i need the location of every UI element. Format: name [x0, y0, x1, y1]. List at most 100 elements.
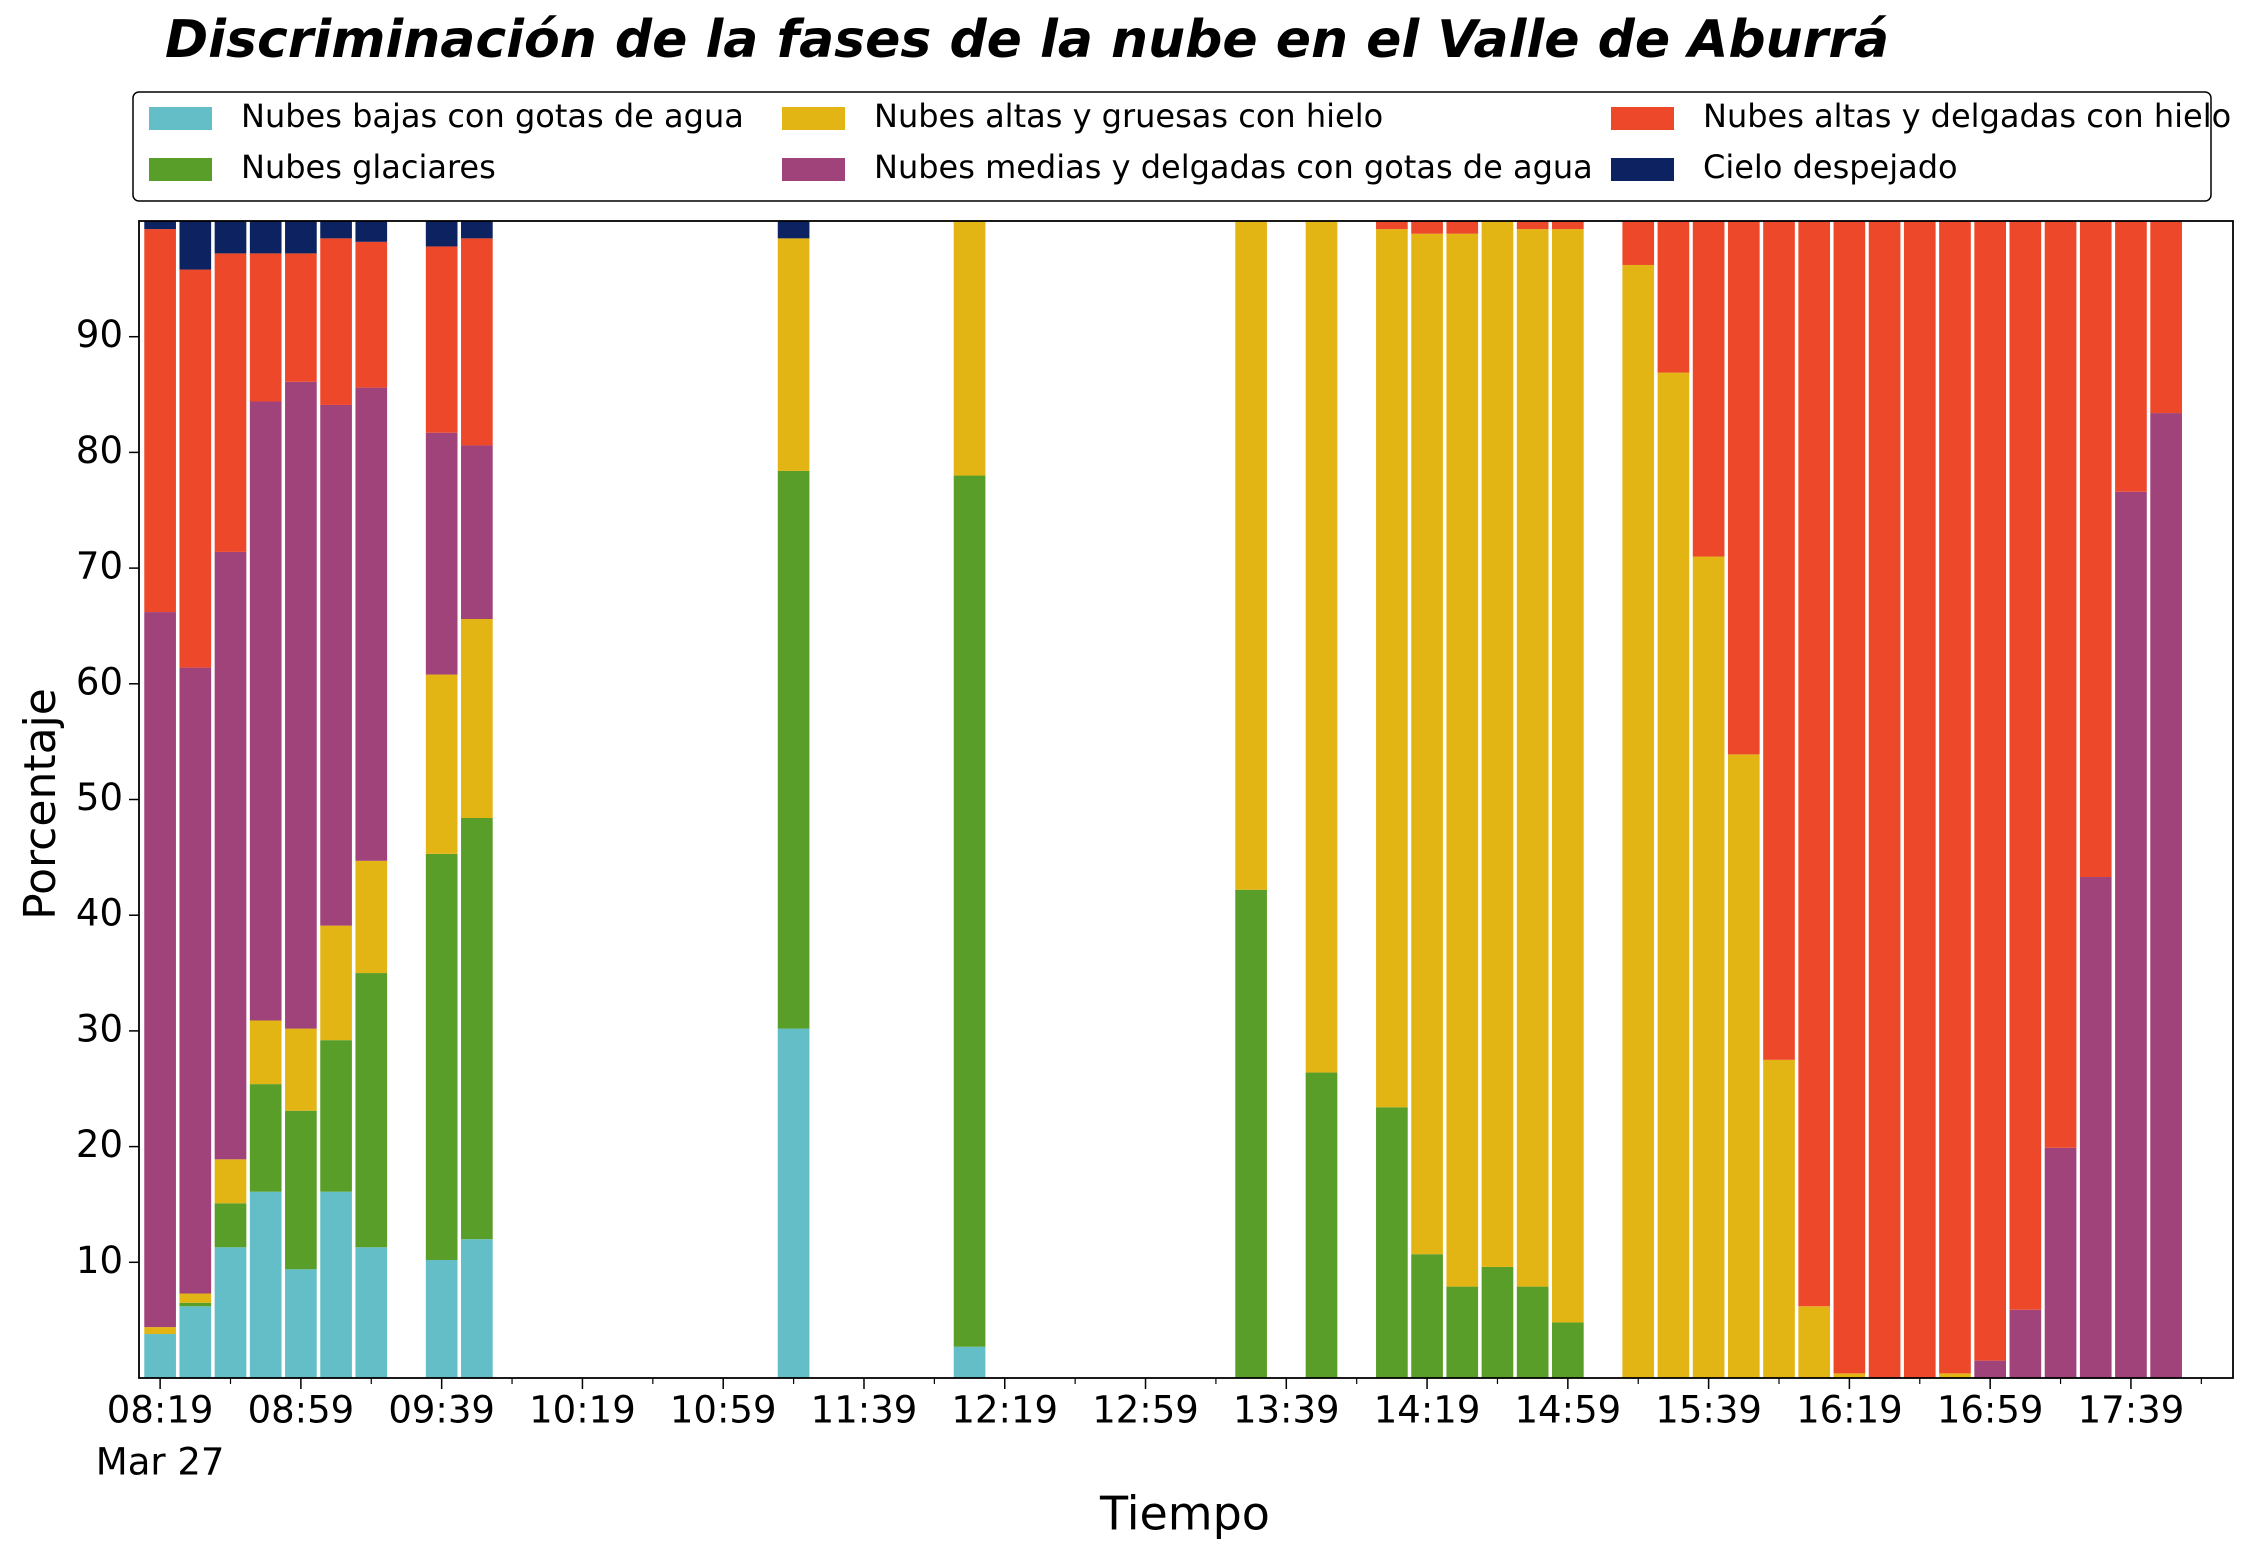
bar-segment	[425, 1259, 458, 1378]
x-tick-label: 10:19	[529, 1389, 636, 1432]
bar-segment	[953, 221, 986, 476]
bar-segment	[144, 221, 176, 230]
bar-segment	[1446, 1286, 1479, 1378]
bar-segment	[1376, 229, 1408, 1108]
bar-segment	[425, 674, 458, 854]
bar-segment	[249, 221, 282, 254]
bar-segment	[1235, 889, 1267, 1378]
bar-segment	[285, 253, 317, 382]
legend-swatch	[782, 158, 845, 181]
bar-segment	[1833, 221, 1866, 1374]
x-tick-label: 15:39	[1655, 1389, 1762, 1432]
bar-segment	[777, 470, 810, 1029]
bar-segment	[285, 221, 317, 254]
bar-segment	[214, 1247, 247, 1378]
bar-segment	[320, 1191, 352, 1378]
bar-segment	[1798, 1306, 1831, 1378]
y-tick-label: 50	[76, 776, 123, 819]
bar-segment	[2079, 221, 2112, 878]
bar-segment	[355, 241, 388, 388]
bar-segment	[1376, 1107, 1408, 1378]
bar-segment	[179, 667, 212, 1294]
bar-segment	[285, 1110, 317, 1270]
legend-label: Nubes altas y delgadas con hielo	[1703, 97, 2231, 135]
bar-segment	[425, 432, 458, 675]
x-tick-label: 16:19	[1796, 1389, 1903, 1432]
x-tick-label: 16:59	[1937, 1389, 2044, 1432]
bar-segment	[1411, 221, 1443, 234]
bar-segment	[1552, 1322, 1584, 1378]
bar-segment	[1692, 556, 1725, 1378]
x-tick-label: 08:19	[107, 1389, 214, 1432]
y-tick-label: 10	[76, 1239, 123, 1282]
bar-segment	[425, 246, 458, 433]
bar-segment	[1939, 1373, 1971, 1378]
bar-segment	[1516, 229, 1549, 1287]
y-tick-label: 20	[76, 1123, 123, 1166]
bar-segment	[1622, 221, 1655, 265]
bar-segment	[2079, 877, 2112, 1378]
y-axis-label: Porcentaje	[15, 688, 66, 920]
bar-segment	[2044, 1147, 2077, 1378]
y-tick-label: 80	[76, 429, 123, 472]
bar-segment	[144, 1334, 176, 1378]
x-date-label: Mar 27	[96, 1441, 225, 1484]
legend-label: Nubes medias y delgadas con gotas de agu…	[874, 148, 1593, 186]
chart-title: Discriminación de la fases de la nube en…	[165, 10, 1889, 70]
legend-swatch	[1611, 107, 1674, 130]
bar-segment	[249, 253, 282, 402]
x-axis-label: Tiempo	[1099, 1487, 1270, 1541]
bar-segment	[355, 860, 388, 974]
bar-segment	[1974, 221, 2007, 1361]
plot-frame	[138, 220, 2234, 1379]
legend-label: Nubes bajas con gotas de agua	[241, 97, 744, 135]
legend-label: Nubes glaciares	[241, 148, 496, 186]
bar-segment	[1727, 221, 1760, 755]
bar-segment	[461, 619, 493, 819]
bar-segment	[214, 1203, 247, 1248]
y-tick-label: 30	[76, 1007, 123, 1050]
bar-segment	[320, 1040, 352, 1192]
bar-segment	[425, 853, 458, 1260]
y-tick-label: 90	[76, 313, 123, 356]
bar-segment	[461, 445, 493, 620]
bar-segment	[144, 229, 176, 613]
bar-segment	[1481, 221, 1514, 1267]
bar-segment	[1974, 1360, 2007, 1378]
bar-segment	[777, 221, 810, 239]
bar-segment	[1552, 229, 1584, 1323]
legend-label: Nubes altas y gruesas con hielo	[874, 97, 1383, 135]
y-tick-label: 70	[76, 545, 123, 588]
bar-segment	[1305, 221, 1338, 1073]
bar-segment	[1446, 233, 1479, 1287]
legend-label: Cielo despejado	[1703, 148, 1958, 186]
bar-segment	[214, 1159, 247, 1204]
bar-segment	[777, 238, 810, 471]
bar-segment	[461, 221, 493, 239]
bar-segment	[1411, 233, 1443, 1255]
x-tick-label: 09:39	[388, 1389, 495, 1432]
bar-segment	[179, 1302, 212, 1307]
bar-segment	[2115, 221, 2147, 492]
bar-segment	[179, 269, 212, 668]
x-tick-label: 14:59	[1515, 1389, 1622, 1432]
bar-segment	[320, 238, 352, 405]
x-tick-label: 12:19	[951, 1389, 1058, 1432]
bar-segment	[320, 925, 352, 1041]
bar-segment	[461, 818, 493, 1240]
bar-segment	[179, 1306, 212, 1378]
bar-segment	[214, 221, 247, 254]
bar-segment	[355, 973, 388, 1248]
bar-segment	[214, 253, 247, 552]
legend-swatch	[1611, 158, 1674, 181]
bar-segment	[214, 551, 247, 1160]
bar-segment	[1657, 372, 1690, 1378]
bar-segment	[1481, 1266, 1514, 1378]
bar-segment	[2044, 221, 2077, 1148]
bar-segment	[777, 1028, 810, 1378]
bar-segment	[1727, 754, 1760, 1378]
bar-segment	[1552, 221, 1584, 230]
x-tick-label: 17:39	[2078, 1389, 2185, 1432]
bar-segment	[1657, 221, 1690, 373]
